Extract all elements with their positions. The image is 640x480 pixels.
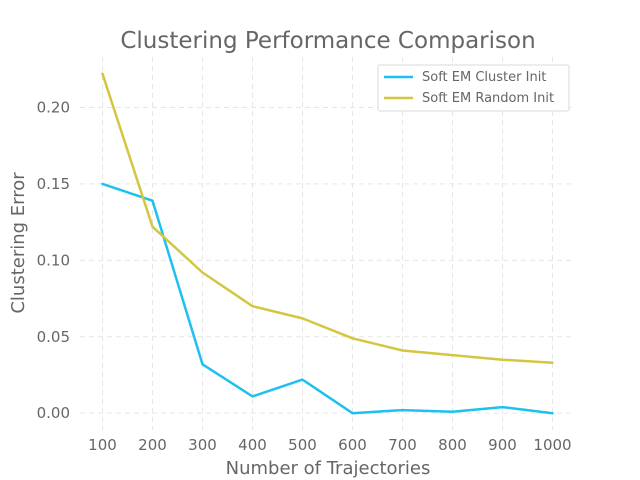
x-tick-label: 400 [238,436,267,454]
series-line-cluster-init [101,182,554,415]
grid [80,57,575,430]
x-tick-label: 300 [188,436,217,454]
legend: Soft EM Cluster Init Soft EM Random Init [377,64,570,112]
y-axis-label: Clustering Error [8,172,29,314]
y-tick-label: 0.15 [37,175,70,193]
x-tick-label: 100 [88,436,117,454]
x-tick-label: 200 [138,436,167,454]
y-tick-label: 0.20 [37,98,70,116]
x-tick-label: 500 [288,436,317,454]
x-tick-label: 600 [338,436,367,454]
x-axis-label: Number of Trajectories [226,458,431,479]
legend-label-random-init: Soft EM Random Init [422,91,554,106]
series-line-random-init [101,72,554,364]
x-tick-label: 800 [438,436,467,454]
legend-label-cluster-init: Soft EM Cluster Init [422,70,546,85]
y-tick-label: 0.10 [37,251,70,269]
chart-title: Clustering Performance Comparison [120,28,535,54]
ticks: 100 200 300 400 500 600 700 800 900 1000 0.00 0.05 0… [37,98,572,454]
x-tick-label: 900 [488,436,517,454]
series-layer [101,72,554,415]
x-tick-label: 700 [388,436,417,454]
x-tick-label: 1000 [533,436,571,454]
y-tick-label: 0.05 [37,328,70,346]
y-tick-label: 0.00 [37,404,70,422]
legend-box [377,64,570,112]
